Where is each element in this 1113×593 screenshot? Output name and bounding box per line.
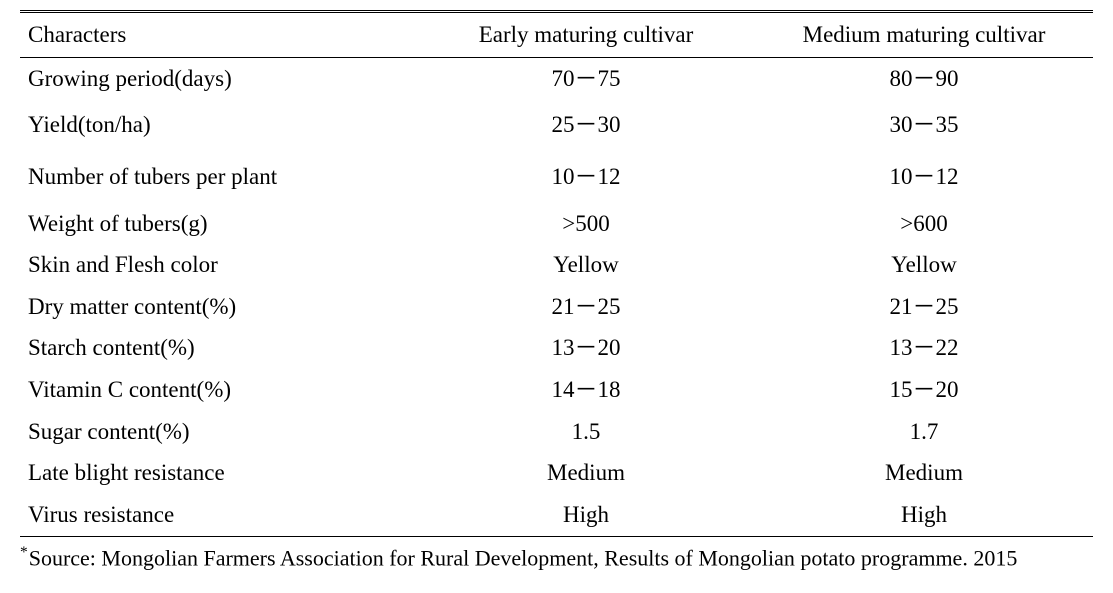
col-header-early: Early maturing cultivar: [417, 12, 755, 58]
row-value: Yellow: [417, 244, 755, 286]
row-label: Starch content(%): [20, 327, 417, 369]
row-value: Yellow: [755, 244, 1093, 286]
source-footnote: *Source: Mongolian Farmers Association f…: [20, 543, 1093, 573]
table-header-row: Characters Early maturing cultivar Mediu…: [20, 12, 1093, 58]
row-label: Virus resistance: [20, 494, 417, 536]
table-body: Growing period(days)70－7580－90Yield(ton/…: [20, 57, 1093, 536]
row-label: Skin and Flesh color: [20, 244, 417, 286]
row-value: Medium: [755, 452, 1093, 494]
table-row: Late blight resistanceMediumMedium: [20, 452, 1093, 494]
table-row: Dry matter content(%)21－2521－25: [20, 286, 1093, 328]
col-header-medium: Medium maturing cultivar: [755, 12, 1093, 58]
footnote-marker: *: [20, 544, 28, 561]
row-value: 10－12: [755, 151, 1093, 203]
cultivar-table: Characters Early maturing cultivar Mediu…: [20, 10, 1093, 537]
row-value: Medium: [417, 452, 755, 494]
row-value: >600: [755, 203, 1093, 245]
col-header-characters: Characters: [20, 12, 417, 58]
row-label: Number of tubers per plant: [20, 151, 417, 203]
row-label: Sugar content(%): [20, 411, 417, 453]
row-label: Growing period(days): [20, 57, 417, 99]
row-value: 70－75: [417, 57, 755, 99]
row-value: 21－25: [417, 286, 755, 328]
table-row: Yield(ton/ha)25－3030－35: [20, 99, 1093, 151]
row-value: 14－18: [417, 369, 755, 411]
row-value: >500: [417, 203, 755, 245]
row-value: 1.5: [417, 411, 755, 453]
table-row: Skin and Flesh colorYellowYellow: [20, 244, 1093, 286]
row-value: 13－20: [417, 327, 755, 369]
footnote-text: Source: Mongolian Farmers Association fo…: [29, 545, 1018, 570]
row-value: 13－22: [755, 327, 1093, 369]
table-row: Starch content(%)13－2013－22: [20, 327, 1093, 369]
row-value: 25－30: [417, 99, 755, 151]
table-row: Virus resistanceHighHigh: [20, 494, 1093, 536]
table-row: Number of tubers per plant10－1210－12: [20, 151, 1093, 203]
table-row: Growing period(days)70－7580－90: [20, 57, 1093, 99]
row-value: High: [417, 494, 755, 536]
row-value: 80－90: [755, 57, 1093, 99]
row-label: Weight of tubers(g): [20, 203, 417, 245]
table-row: Vitamin C content(%)14－1815－20: [20, 369, 1093, 411]
row-value: 15－20: [755, 369, 1093, 411]
row-value: High: [755, 494, 1093, 536]
row-value: 21－25: [755, 286, 1093, 328]
row-label: Late blight resistance: [20, 452, 417, 494]
row-value: 30－35: [755, 99, 1093, 151]
row-value: 10－12: [417, 151, 755, 203]
row-label: Vitamin C content(%): [20, 369, 417, 411]
table-row: Weight of tubers(g)>500>600: [20, 203, 1093, 245]
row-value: 1.7: [755, 411, 1093, 453]
row-label: Dry matter content(%): [20, 286, 417, 328]
table-row: Sugar content(%)1.51.7: [20, 411, 1093, 453]
row-label: Yield(ton/ha): [20, 99, 417, 151]
